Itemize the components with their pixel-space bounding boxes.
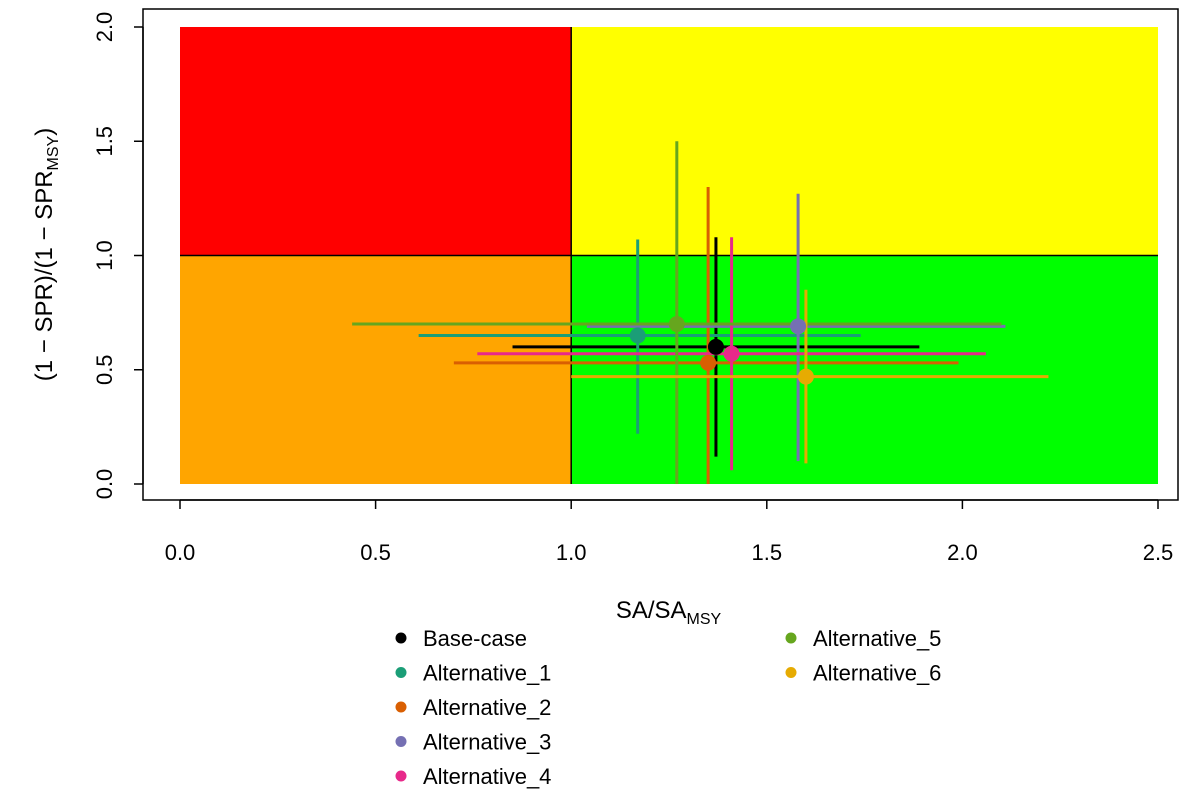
legend-label-alternative-5: Alternative_5 [813, 626, 941, 651]
y-tick-label: 1.0 [92, 240, 117, 271]
quadrant-lower-right [571, 255, 1158, 484]
y-axis-title-main: (1 − SPR)/(1 − SPR [31, 170, 58, 381]
quadrant-layer [180, 27, 1158, 484]
legend-label-alternative-4: Alternative_4 [423, 764, 551, 789]
x-tick-label: 1.0 [556, 540, 587, 565]
x-tick-label: 0.0 [165, 540, 196, 565]
legend-label-alternative-6: Alternative_6 [813, 661, 941, 686]
legend-label-alternative-2: Alternative_2 [423, 695, 551, 720]
y-tick-label: 1.5 [92, 126, 117, 157]
quadrant-upper-left [180, 27, 572, 256]
x-axis-title-main: SA/SA [616, 597, 687, 624]
point-alternative-1 [629, 327, 646, 344]
x-tick-label: 2.5 [1143, 540, 1174, 565]
legend-marker-alternative-1 [395, 667, 407, 678]
legend-label-alternative-3: Alternative_3 [423, 730, 551, 755]
legend-label-base-case: Base-case [423, 626, 527, 651]
point-alternative-6 [797, 368, 814, 385]
legend-marker-base-case [395, 632, 407, 644]
y-axis-title-close: ) [31, 128, 58, 136]
x-tick-label: 0.5 [360, 540, 391, 565]
y-axis-title: (1 − SPR)/(1 − SPRMSY) [31, 128, 62, 381]
y-axis-title-sub: MSY [45, 135, 62, 170]
legend-marker-alternative-2 [395, 701, 407, 713]
legend-label-alternative-1: Alternative_1 [423, 661, 551, 686]
y-tick-label: 0.5 [92, 354, 117, 385]
x-tick-label: 1.5 [752, 540, 783, 565]
legend-marker-alternative-3 [395, 736, 407, 747]
legend-marker-alternative-4 [395, 770, 407, 782]
quadrant-upper-right [571, 27, 1158, 256]
x-tick-label: 2.0 [947, 540, 978, 565]
y-axis: 0.0 0.5 1.0 1.5 2.0 [92, 12, 144, 500]
x-axis: 0.0 0.5 1.0 1.5 2.0 2.5 [165, 499, 1174, 565]
y-tick-label: 2.0 [92, 12, 117, 43]
x-axis-title: SA/SAMSY [616, 597, 722, 628]
point-alternative-3 [790, 318, 807, 335]
legend: Base-case Alternative_1 Alternative_2 Alter… [395, 626, 941, 789]
legend-marker-alternative-5 [785, 632, 797, 644]
legend-marker-alternative-6 [785, 667, 797, 678]
y-tick-label: 0.0 [92, 469, 117, 500]
divider-layer [180, 27, 1158, 484]
quadrant-lower-left [180, 255, 572, 484]
x-axis-title-sub: MSY [687, 611, 722, 628]
point-alternative-4 [723, 345, 740, 362]
point-layer [629, 316, 814, 385]
point-base-case [707, 338, 724, 355]
point-alternative-5 [668, 316, 685, 333]
point-alternative-2 [700, 354, 717, 371]
